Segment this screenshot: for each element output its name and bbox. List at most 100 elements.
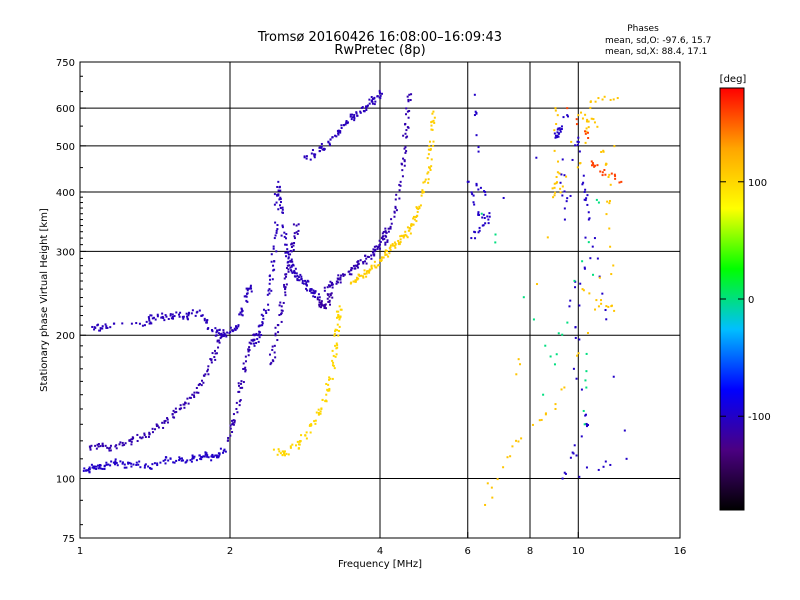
data-point bbox=[132, 437, 135, 440]
data-point bbox=[419, 204, 422, 207]
data-point bbox=[331, 359, 334, 362]
data-point bbox=[273, 237, 276, 240]
data-point bbox=[428, 167, 431, 170]
data-point bbox=[610, 305, 613, 308]
data-point bbox=[240, 380, 243, 383]
data-point bbox=[82, 469, 85, 472]
data-point bbox=[242, 381, 245, 384]
data-point bbox=[309, 423, 312, 426]
data-point bbox=[380, 92, 383, 95]
data-point bbox=[402, 234, 405, 237]
data-point bbox=[222, 334, 225, 337]
data-point bbox=[287, 256, 290, 259]
data-point bbox=[377, 263, 380, 266]
data-point bbox=[407, 100, 410, 103]
data-point bbox=[161, 312, 164, 315]
data-point bbox=[368, 102, 371, 105]
data-point bbox=[331, 283, 334, 286]
data-point bbox=[127, 461, 130, 464]
data-point bbox=[292, 264, 295, 267]
data-point bbox=[171, 313, 174, 316]
data-point bbox=[399, 235, 402, 238]
data-point bbox=[378, 96, 381, 99]
data-point bbox=[242, 367, 245, 370]
data-point bbox=[237, 325, 240, 328]
data-point bbox=[105, 326, 108, 329]
data-point bbox=[317, 408, 320, 411]
data-point bbox=[259, 324, 262, 327]
data-point bbox=[114, 458, 117, 461]
data-point bbox=[371, 102, 374, 105]
data-point bbox=[193, 391, 196, 394]
data-point bbox=[378, 245, 381, 248]
data-point bbox=[276, 323, 279, 326]
data-point bbox=[301, 280, 304, 283]
data-point bbox=[353, 114, 356, 117]
data-point bbox=[325, 393, 328, 396]
data-point bbox=[290, 258, 293, 261]
y-tick-label: 600 bbox=[56, 104, 75, 115]
data-point bbox=[231, 422, 234, 425]
data-point bbox=[605, 318, 608, 321]
data-point bbox=[406, 126, 409, 129]
data-point bbox=[577, 141, 580, 144]
data-point bbox=[90, 463, 93, 466]
data-point bbox=[270, 260, 273, 263]
data-point bbox=[148, 431, 151, 434]
data-point bbox=[290, 265, 293, 268]
data-point bbox=[257, 333, 260, 336]
data-point bbox=[381, 232, 384, 235]
data-point bbox=[280, 312, 283, 315]
data-point bbox=[107, 447, 110, 450]
data-point bbox=[366, 104, 369, 107]
data-point bbox=[558, 132, 561, 135]
data-point bbox=[430, 121, 433, 124]
data-point bbox=[231, 431, 234, 434]
data-point bbox=[567, 115, 570, 118]
data-point bbox=[584, 199, 587, 202]
data-point bbox=[304, 279, 307, 282]
data-point bbox=[591, 245, 594, 248]
data-point bbox=[584, 113, 587, 116]
data-point bbox=[274, 234, 277, 237]
data-point bbox=[243, 295, 246, 298]
data-point bbox=[290, 269, 293, 272]
data-point bbox=[272, 264, 275, 267]
data-point bbox=[353, 119, 356, 122]
data-point bbox=[278, 185, 281, 188]
grid-lines bbox=[80, 62, 680, 538]
data-point bbox=[189, 396, 192, 399]
chart-title-line1: Tromsø 20160426 16:08:00–16:09:43 bbox=[257, 30, 502, 45]
data-point bbox=[362, 110, 365, 113]
data-point bbox=[373, 264, 376, 267]
data-point bbox=[211, 329, 214, 332]
data-point bbox=[296, 278, 299, 281]
data-point bbox=[284, 251, 287, 254]
data-point bbox=[229, 330, 232, 333]
data-point bbox=[318, 305, 321, 308]
data-point bbox=[623, 429, 626, 432]
data-point bbox=[206, 370, 209, 373]
data-point bbox=[594, 100, 597, 103]
data-point bbox=[193, 455, 196, 458]
data-point bbox=[373, 253, 376, 256]
data-point bbox=[542, 393, 545, 396]
data-point bbox=[102, 445, 105, 448]
data-point bbox=[253, 344, 256, 347]
data-point bbox=[249, 342, 252, 345]
data-point bbox=[337, 329, 340, 332]
data-point bbox=[119, 441, 122, 444]
data-point bbox=[175, 459, 178, 462]
data-point bbox=[553, 363, 556, 366]
data-point bbox=[215, 352, 218, 355]
data-point bbox=[561, 333, 564, 336]
data-point bbox=[266, 293, 269, 296]
data-point bbox=[218, 341, 221, 344]
data-point bbox=[607, 175, 610, 178]
data-point bbox=[219, 337, 222, 340]
data-point bbox=[601, 171, 604, 174]
data-point bbox=[577, 136, 580, 139]
data-point bbox=[293, 237, 296, 240]
data-point bbox=[272, 247, 275, 250]
data-point bbox=[479, 186, 482, 189]
